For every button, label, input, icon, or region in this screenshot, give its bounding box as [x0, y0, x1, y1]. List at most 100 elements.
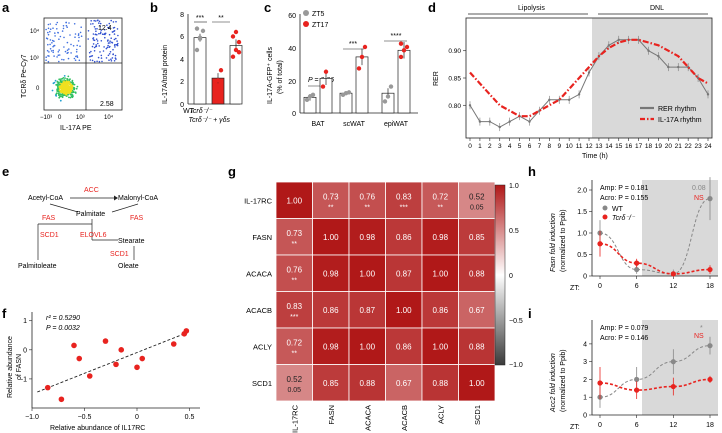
heatmap-cell: [348, 364, 386, 402]
facs-event: [90, 50, 92, 53]
facs-event: [57, 51, 60, 53]
facs-event: [110, 60, 113, 62]
c-ytick: 40: [288, 46, 296, 53]
facs-event: [47, 43, 49, 46]
heatmap-cell: [348, 218, 386, 256]
i-xtick-label: 6: [635, 422, 639, 429]
facs-event: [55, 23, 57, 26]
f-ylabel-2: of FASN: [16, 354, 23, 380]
heatmap-col-label: ACACB: [400, 405, 409, 431]
heatmap-value: 0.88: [432, 379, 448, 388]
c-point: [404, 44, 410, 50]
facs-event: [57, 87, 60, 90]
heatmap-value: 0.72: [286, 338, 302, 347]
h-acro: Acro: P = 0.155: [600, 195, 648, 202]
facs-event: [98, 60, 101, 63]
facs-event: [62, 25, 65, 27]
facs-event: [47, 31, 49, 34]
h-point: [707, 196, 713, 202]
facs-event: [109, 51, 112, 53]
facs-event: [76, 48, 78, 51]
i-fit-0: [599, 345, 711, 398]
f-point: [134, 364, 140, 371]
facs-event: [53, 55, 55, 57]
c-point: [346, 90, 352, 95]
heatmap-cell: [348, 291, 386, 329]
heatmap-cell: [275, 291, 313, 329]
d-xtick-label: 20: [665, 143, 673, 150]
f-r2: r² = 0.5290: [46, 315, 80, 322]
heatmap-value: 0.52: [286, 375, 302, 384]
facs-event: [108, 59, 110, 61]
panel-c: c 0 20 40 60 ZT5 ZT17 P = 0.06 *** **** …: [264, 0, 418, 128]
facs-event: [67, 57, 70, 60]
facs-event: [97, 56, 100, 59]
facs-event: [117, 42, 119, 45]
heatmap-cell: [348, 327, 386, 365]
facs-event: [94, 20, 97, 22]
rer-point: [468, 104, 472, 107]
g-colorbar: [494, 184, 506, 366]
h-point: [707, 266, 713, 273]
c-bar: [397, 49, 411, 114]
c-point: [310, 92, 316, 98]
c-point: [323, 69, 329, 74]
heatmap-value: 0.86: [432, 306, 448, 315]
facs-event: [72, 81, 74, 84]
facs-event: [47, 27, 50, 30]
facs-event: [76, 55, 78, 57]
i-xtick-label: 0: [598, 422, 602, 429]
facs-event: [97, 19, 99, 22]
facs-event: [98, 22, 100, 24]
panel-h: h Amp: P = 0.181 Acro: P = 0.155 0.08 NS…: [528, 164, 718, 292]
facs-event: [104, 36, 106, 39]
facs-event: [56, 84, 59, 87]
heatmap-col-label: SCD1: [473, 405, 482, 425]
facs-event: [116, 40, 118, 42]
rer-point: [587, 71, 591, 74]
facs-event: [103, 28, 106, 31]
facs-event: [108, 53, 111, 55]
rer-point: [478, 120, 482, 123]
legend-zt5-marker: [303, 10, 309, 16]
facs-event: [47, 33, 50, 36]
heatmap-cell: [385, 218, 423, 256]
heatmap-value: 0.88: [469, 342, 485, 351]
facs-event: [73, 83, 76, 86]
heatmap-cell: [275, 181, 313, 219]
heatmap-value: 0.86: [323, 306, 339, 315]
h-point: [597, 241, 603, 247]
c-point: [320, 84, 326, 89]
h-point: [634, 260, 640, 266]
c-point: [398, 41, 404, 46]
facs-event: [69, 96, 72, 99]
facs-event: [93, 50, 96, 52]
panel-label-g: g: [228, 164, 236, 179]
facs-event: [70, 88, 73, 91]
f-fit-line: [37, 333, 185, 393]
heatmap-sig: **: [438, 204, 444, 211]
heatmap-row-label: ACACB: [246, 306, 272, 315]
legend-tcrd: Tcrδ⁻/⁻: [612, 215, 636, 222]
facs-event: [95, 45, 98, 48]
line-malonyl-palm: [111, 203, 139, 213]
panel-label-a: a: [2, 0, 10, 15]
f-point: [44, 384, 51, 391]
facs-event: [89, 59, 92, 61]
d-xtick-label: 15: [615, 143, 623, 150]
b-ytick: 4: [180, 57, 184, 64]
facs-event: [101, 60, 103, 63]
quadrant-bottom-right: 2.58: [100, 101, 114, 108]
facs-event: [94, 28, 97, 30]
i-ns: NS: [694, 333, 704, 340]
facs-event: [103, 46, 105, 48]
f-point: [102, 338, 109, 344]
facs-event: [112, 27, 115, 29]
heatmap-value: 0.98: [359, 233, 375, 242]
h-ylabel-1: Fasn fold induction: [550, 213, 557, 272]
f-ytick-label: 0: [23, 347, 27, 354]
f-point: [118, 347, 125, 353]
facs-event: [70, 52, 72, 54]
heatmap-value: 0.85: [469, 233, 485, 242]
